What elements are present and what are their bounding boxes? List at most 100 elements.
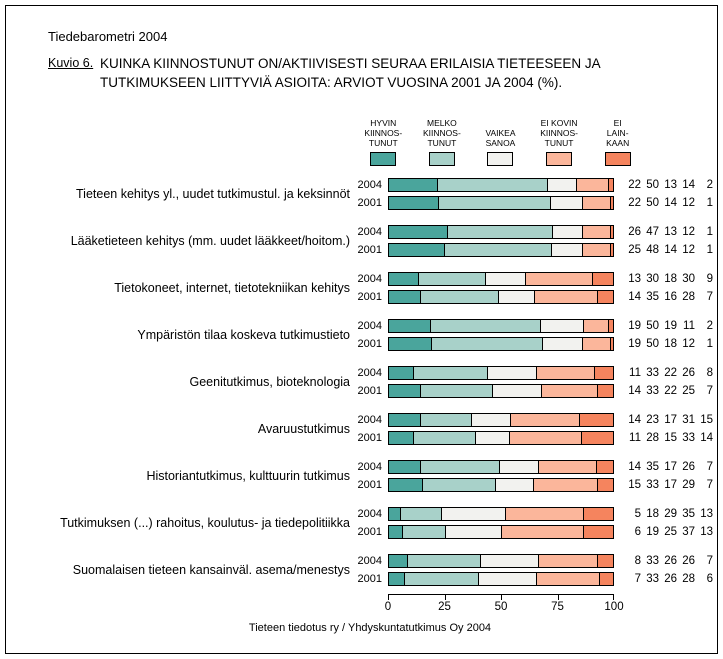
- bar-segment: [405, 573, 479, 585]
- value-row: 6 19 25 37 13: [623, 526, 713, 538]
- value-cell: 14: [628, 291, 641, 303]
- legend-item-ei-lainkaan: EI LAIN- KAAN: [588, 110, 647, 166]
- value-cell: 18: [646, 508, 659, 520]
- year-label: 2004: [357, 508, 382, 520]
- bar-segment: [551, 244, 584, 256]
- bar-segment: [389, 338, 432, 350]
- bar-row-2004: 2004 8 33 26 26 7: [350, 554, 715, 568]
- value-cell: 11: [683, 320, 695, 332]
- value-cell: 2: [706, 320, 713, 332]
- bars-wrap: 2004 14 23 17 31 15 2001 11 28 15 33 14: [350, 413, 715, 445]
- bar-segment: [608, 179, 613, 191]
- value-cell: 50: [646, 338, 659, 350]
- value-row: 14 35 17 26 7: [623, 461, 713, 473]
- bars-wrap: 2004 8 33 26 26 7 2001 7 33 26 28 6: [350, 554, 715, 586]
- bar-row-2001: 2001 22 50 14 12 1: [350, 196, 715, 210]
- chart-row-group: Avaruustutkimus 2004 14 23 17 31 15 2001 11 28 15 3…: [40, 413, 715, 445]
- legend-label: EI KOVIN KIINNOS- TUNUT: [540, 117, 578, 148]
- bar-row-2004: 2004 14 23 17 31 15: [350, 413, 715, 427]
- year-label: 2004: [357, 320, 382, 332]
- year-label: 2001: [357, 479, 382, 491]
- value-cell: 13: [628, 273, 641, 285]
- value-row: 5 18 29 35 13: [623, 508, 713, 520]
- topic-label: Geenitutkimus, bioteknologia: [189, 374, 350, 389]
- topic-label: Tietokoneet, internet, tietotekniikan ke…: [114, 280, 350, 295]
- value-cell: 1: [706, 244, 713, 256]
- value-cell: 19: [664, 320, 677, 332]
- value-cell: 23: [646, 414, 659, 426]
- value-cell: 33: [682, 432, 695, 444]
- chart-legend: HYVIN KIINNOS- TUNUT MELKO KIINNOS- TUNUT…: [354, 110, 647, 166]
- value-cell: 17: [664, 479, 677, 491]
- bar-segment: [420, 291, 499, 303]
- value-cell: 1: [706, 197, 713, 209]
- bar-segment: [553, 226, 584, 238]
- bar-segment: [389, 197, 439, 209]
- bar-segment: [547, 179, 578, 191]
- bar-segment: [438, 197, 551, 209]
- bar-row-2001: 2001 15 33 17 29 7: [350, 478, 715, 492]
- bar-segment: [420, 385, 494, 397]
- stacked-bar: [388, 225, 614, 239]
- value-row: 8 33 26 26 7: [623, 555, 713, 567]
- axis-tick-label: 100: [604, 601, 624, 613]
- bar-segment: [431, 338, 543, 350]
- bar-segment: [584, 508, 613, 520]
- value-row: 15 33 17 29 7: [623, 479, 713, 491]
- topic-label: Ympäristön tilaa koskeva tutkimustieto: [137, 327, 350, 342]
- bar-segment: [538, 461, 598, 473]
- legend-item-ei-kovin-kiinnostunut: EI KOVIN KIINNOS- TUNUT: [530, 110, 589, 166]
- value-cell: 13: [664, 179, 677, 191]
- value-cell: 22: [628, 179, 641, 191]
- chart-row-group: Tieteen kehitys yl., uudet tutkimustul. …: [40, 178, 715, 210]
- value-cell: 5: [634, 508, 641, 520]
- bar-segment: [389, 573, 406, 585]
- value-cell: 14: [700, 432, 713, 444]
- year-label: 2004: [357, 414, 382, 426]
- value-cell: 26: [682, 367, 695, 379]
- legend-label: MELKO KIINNOS- TUNUT: [423, 117, 461, 148]
- value-cell: 30: [682, 273, 695, 285]
- value-row: 14 33 22 25 7: [623, 385, 713, 397]
- bar-segment: [499, 461, 539, 473]
- value-cell: 26: [682, 555, 695, 567]
- year-label: 2001: [357, 432, 382, 444]
- bar-segment: [502, 526, 585, 538]
- chart-row-group: Suomalaisen tieteen kansainväl. asema/me…: [40, 554, 715, 586]
- value-cell: 33: [646, 573, 659, 585]
- legend-label: EI LAIN- KAAN: [606, 117, 630, 148]
- value-cell: 2: [706, 179, 713, 191]
- bar-segment: [542, 385, 598, 397]
- stacked-bar: [388, 460, 614, 474]
- value-cell: 14: [682, 179, 695, 191]
- axis-tick: [557, 595, 559, 600]
- value-row: 22 50 14 12 1: [623, 197, 713, 209]
- value-cell: 17: [664, 461, 677, 473]
- topic-label: Historiantutkimus, kulttuurin tutkimus: [146, 468, 350, 483]
- value-cell: 7: [706, 291, 713, 303]
- value-cell: 26: [664, 573, 677, 585]
- report-title: Tiedebarometri 2004: [48, 29, 168, 44]
- bar-segment: [526, 273, 594, 285]
- year-label: 2004: [357, 555, 382, 567]
- legend-swatch: [370, 152, 397, 166]
- bar-segment: [420, 414, 473, 426]
- bar-segment: [403, 526, 446, 538]
- bar-segment: [422, 479, 496, 491]
- bar-segment: [539, 555, 598, 567]
- bar-segment: [533, 479, 598, 491]
- axis-tick: [444, 595, 446, 600]
- value-cell: 13: [700, 508, 713, 520]
- bar-segment: [389, 526, 404, 538]
- bar-segment: [389, 291, 421, 303]
- value-cell: 22: [628, 197, 641, 209]
- value-cell: 33: [646, 555, 659, 567]
- stacked-bar: [388, 413, 614, 427]
- value-row: 11 28 15 33 14: [623, 432, 713, 444]
- bar-segment: [582, 432, 613, 444]
- value-cell: 28: [682, 291, 695, 303]
- bar-segment: [583, 338, 611, 350]
- bar-segment: [487, 367, 538, 379]
- stacked-bar: [388, 178, 614, 192]
